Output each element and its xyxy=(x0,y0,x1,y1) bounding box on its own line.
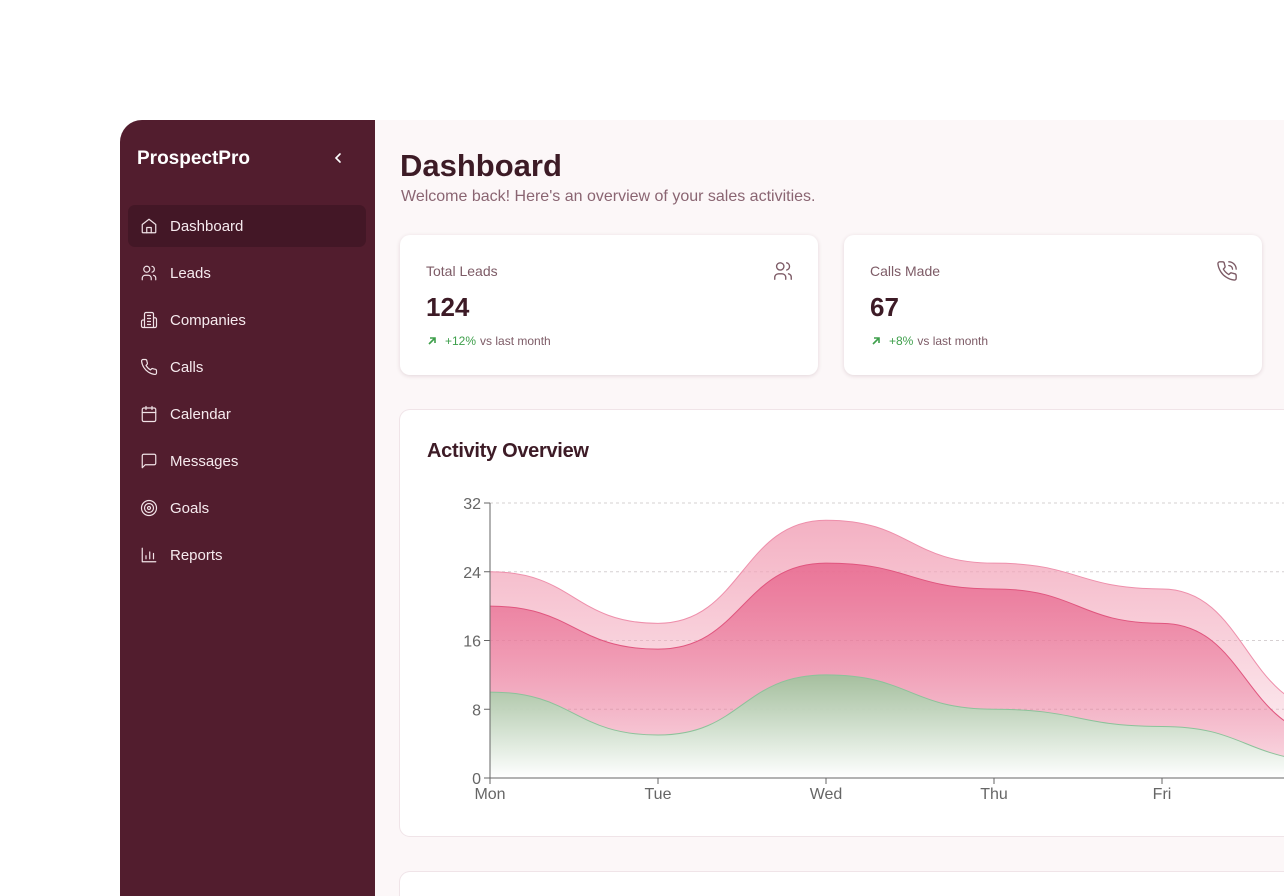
app-window: ProspectPro Dashboard Leads Companies Calls… xyxy=(120,120,1284,896)
message-icon xyxy=(141,453,157,469)
phone-call-icon xyxy=(1217,261,1237,281)
x-tick-label: Tue xyxy=(645,786,672,803)
home-icon xyxy=(141,218,157,234)
x-tick-label: Fri xyxy=(1153,786,1172,803)
x-tick-label: Mon xyxy=(474,786,505,803)
page-subtitle: Welcome back! Here's an overview of your… xyxy=(401,188,816,205)
stat-change: +8% xyxy=(889,334,914,348)
sidebar-item-messages[interactable]: Messages xyxy=(128,440,366,482)
stat-label: Calls Made xyxy=(870,263,941,279)
stat-card-calls-made: Calls Made 67 +8% vs last month xyxy=(844,235,1262,375)
y-tick-label: 0 xyxy=(472,771,481,788)
line-series-0 xyxy=(489,519,1284,695)
sidebar-item-calendar[interactable]: Calendar xyxy=(128,393,366,435)
users-icon xyxy=(141,265,157,281)
arrow-up-right-icon xyxy=(872,337,880,345)
y-tick-label: 24 xyxy=(463,565,481,582)
brand-logo: ProspectPro xyxy=(137,148,250,169)
sidebar-item-dashboard[interactable]: Dashboard xyxy=(128,205,366,247)
chevron-left-icon[interactable] xyxy=(328,148,348,168)
users-icon xyxy=(774,262,792,280)
chart-title: Activity Overview xyxy=(427,440,589,462)
target-icon xyxy=(140,499,158,517)
sidebar-item-label: Goals xyxy=(170,499,210,517)
sidebar-item-label: Companies xyxy=(170,311,246,329)
y-tick-label: 16 xyxy=(463,634,481,651)
y-tick-label: 8 xyxy=(472,702,481,719)
stat-change: +12% xyxy=(445,334,477,348)
stat-value: 124 xyxy=(426,292,470,322)
page-title: Dashboard xyxy=(400,148,562,183)
sidebar-item-label: Leads xyxy=(170,264,211,282)
building-icon xyxy=(140,311,158,329)
stat-trend: +8% vs last month xyxy=(870,334,988,348)
stat-change-suffix: vs last month xyxy=(917,334,989,348)
stat-card-total-leads: Total Leads 124 +12% vs last month xyxy=(400,235,818,375)
sidebar-item-companies[interactable]: Companies xyxy=(128,299,366,341)
main-content: Dashboard Welcome back! Here's an overvi… xyxy=(375,120,1284,896)
line-series-1 xyxy=(489,562,1284,721)
sidebar-nav: Dashboard Leads Companies Calls Calendar Mess… xyxy=(128,205,366,581)
phone-icon xyxy=(140,358,158,376)
sidebar-item-label: Reports xyxy=(170,546,223,564)
activity-chart: 08162432MonTueWedThuFriSat xyxy=(463,496,1284,803)
stat-label: Total Leads xyxy=(426,263,498,279)
sidebar-item-goals[interactable]: Goals xyxy=(128,487,366,529)
sidebar: ProspectPro Dashboard Leads Companies Calls… xyxy=(120,120,375,896)
sidebar-item-leads[interactable]: Leads xyxy=(128,252,366,294)
stat-value: 67 xyxy=(870,292,899,322)
arrow-up-right-icon xyxy=(428,337,436,345)
secondary-card xyxy=(400,872,1284,896)
sidebar-item-label: Messages xyxy=(170,452,239,470)
stat-change-suffix: vs last month xyxy=(480,334,551,348)
sidebar-item-reports[interactable]: Reports xyxy=(128,534,366,576)
sidebar-item-label: Calls xyxy=(170,358,204,376)
x-tick-label: Wed xyxy=(810,786,843,803)
sidebar-item-label: Calendar xyxy=(170,405,231,423)
sidebar-item-calls[interactable]: Calls xyxy=(128,346,366,388)
bar-chart-icon xyxy=(141,547,157,563)
activity-overview-card: Activity Overview 0 8 16 24 32 Mon Tue Wed Thu Fr… xyxy=(400,410,1284,836)
stat-trend: +12% vs last month xyxy=(426,334,551,348)
sidebar-item-label: Dashboard xyxy=(170,217,244,235)
line-series-2 xyxy=(489,674,1284,757)
area-series-2 xyxy=(490,674,1284,778)
calendar-icon xyxy=(141,405,157,423)
y-tick-label: 32 xyxy=(463,496,481,513)
x-tick-label: Thu xyxy=(980,786,1008,803)
